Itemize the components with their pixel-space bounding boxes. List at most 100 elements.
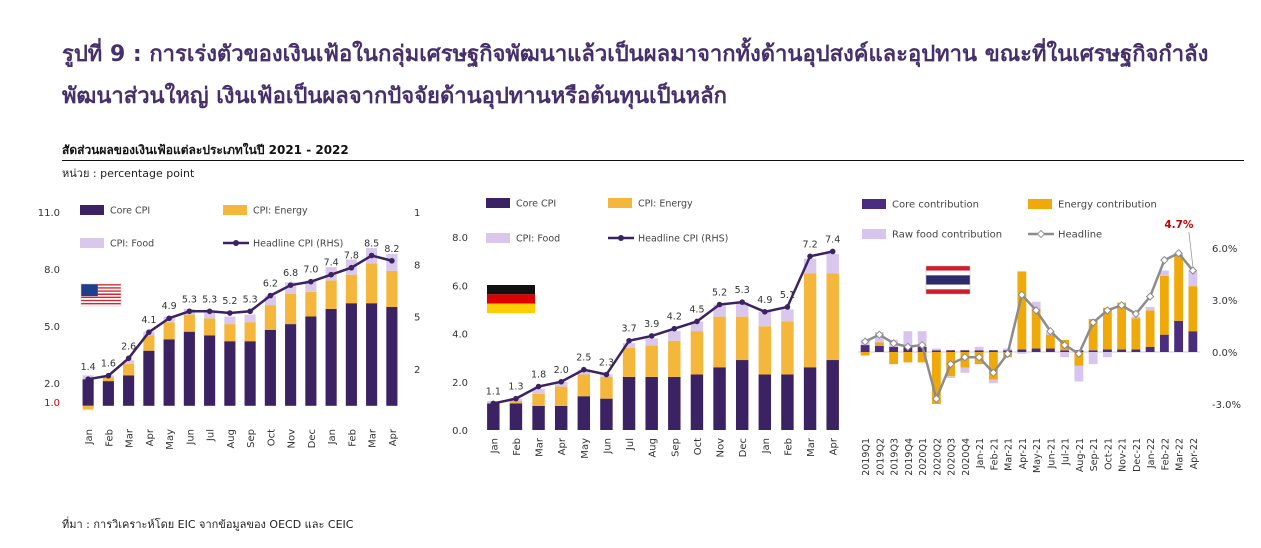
headline-point: [368, 252, 375, 259]
y2-tick-label: 2.0: [414, 365, 420, 376]
legend-swatch: [1036, 229, 1046, 239]
data-label: 2.3: [599, 358, 614, 369]
data-label: 5.3: [735, 285, 750, 296]
bar-segment: [163, 322, 175, 340]
bar-segment: [668, 340, 681, 377]
bar-segment: [1102, 349, 1112, 352]
y2-tick-label: -3.0%: [1212, 400, 1241, 411]
bar-segment: [509, 403, 523, 430]
x-tick-label: May-21: [1032, 438, 1043, 473]
headline-point: [146, 329, 152, 335]
x-tick-label: May: [580, 438, 591, 459]
bar-segment: [1017, 349, 1027, 352]
headline-point: [535, 383, 542, 390]
bar-segment: [946, 350, 956, 352]
x-tick-label: Oct-21: [1103, 438, 1114, 470]
legend-swatch: [618, 235, 624, 241]
headline-point: [960, 352, 970, 362]
x-tick-label: Jan: [489, 438, 500, 454]
x-tick-label: Jan: [327, 429, 338, 445]
flag-stripe: [81, 287, 121, 289]
bar-segment: [988, 352, 998, 380]
bar-segment: [554, 405, 568, 430]
headline-point: [247, 308, 253, 315]
x-tick-label: Feb-21: [989, 438, 1000, 470]
bar-segment: [735, 302, 749, 317]
x-tick-label: Jun: [602, 438, 613, 455]
bar-segment: [874, 342, 884, 346]
thailand-cpi-chart: Core contribution Energy contribution Raw …: [858, 199, 1241, 476]
headline-point: [917, 340, 927, 350]
y-tick-label: 4.0: [452, 330, 468, 341]
bar-segment: [1088, 319, 1098, 351]
flag-border: [925, 265, 971, 295]
bar-segment: [826, 253, 839, 274]
data-label: 4.9: [757, 295, 772, 306]
data-label: 1.8: [531, 370, 546, 381]
headline-point: [267, 292, 274, 299]
bar-segment: [668, 376, 681, 430]
bar-segment: [988, 350, 998, 352]
legend-swatch: [233, 240, 239, 246]
headline-point: [603, 371, 610, 378]
us-flag: [80, 283, 122, 307]
bar-segment: [758, 326, 772, 375]
x-tick-label: Nov: [287, 429, 298, 449]
headline-point: [558, 378, 564, 385]
x-tick-label: Feb-22: [1160, 438, 1171, 470]
headline-point: [1060, 340, 1069, 350]
legend-label: Energy contribution: [1058, 200, 1157, 211]
flag-stripe: [81, 290, 121, 292]
bar-segment: [386, 307, 398, 406]
bar-segment: [1031, 348, 1041, 352]
y-tick-label: 2.0: [452, 378, 468, 389]
headline-line: [493, 250, 833, 405]
bar-segment: [1145, 310, 1155, 347]
bar-segment: [889, 346, 899, 352]
legend-swatch: [486, 233, 510, 243]
legend-label: Raw food contribution: [892, 230, 1002, 241]
headline-point: [671, 325, 678, 332]
bar-segment: [860, 345, 870, 352]
unit-label: หน่วย : percentage point: [62, 167, 195, 180]
bar-segment: [903, 352, 913, 363]
headline-point: [694, 318, 700, 325]
bar-segment: [1174, 254, 1184, 321]
headline-point: [227, 310, 233, 316]
bar-segment: [1188, 286, 1198, 332]
bar-segment: [386, 270, 398, 307]
data-label: 5.3: [182, 294, 197, 305]
bar-segment: [781, 374, 794, 430]
bar-segment: [366, 303, 378, 406]
y2-tick-label: 3.0%: [1212, 296, 1237, 307]
bar-segment: [826, 360, 839, 430]
legend-label: Core contribution: [892, 200, 979, 211]
flag-stripe: [81, 301, 121, 303]
headline-point: [105, 372, 112, 379]
bar-segment: [826, 273, 839, 361]
headline-point: [348, 264, 355, 271]
bar-segment: [1188, 331, 1198, 352]
legend-label: Core CPI: [516, 199, 556, 210]
bar-segment: [1017, 271, 1027, 350]
flag-stripe: [81, 293, 121, 295]
headline-point: [784, 304, 791, 310]
bar-segment: [917, 352, 927, 363]
y-tick-label: 0.0: [452, 426, 468, 437]
bar-segment: [645, 345, 658, 377]
x-tick-label: Oct: [693, 438, 704, 455]
y2-tick-label: 8.0: [414, 260, 420, 271]
headline-point: [186, 308, 193, 315]
data-label: 4.9: [162, 301, 177, 312]
bar-segment: [305, 316, 317, 406]
bar-segment: [874, 345, 884, 352]
headline-point: [875, 330, 884, 339]
legend-label: CPI: Energy: [253, 206, 308, 217]
x-tick-label: Nov: [716, 438, 727, 458]
bar-segment: [1060, 350, 1070, 352]
headline-point: [989, 368, 998, 378]
bar-segment: [183, 331, 195, 406]
x-tick-label: Feb: [783, 438, 794, 456]
bar-segment: [1159, 275, 1169, 335]
x-tick-label: Jan-21: [975, 438, 986, 469]
